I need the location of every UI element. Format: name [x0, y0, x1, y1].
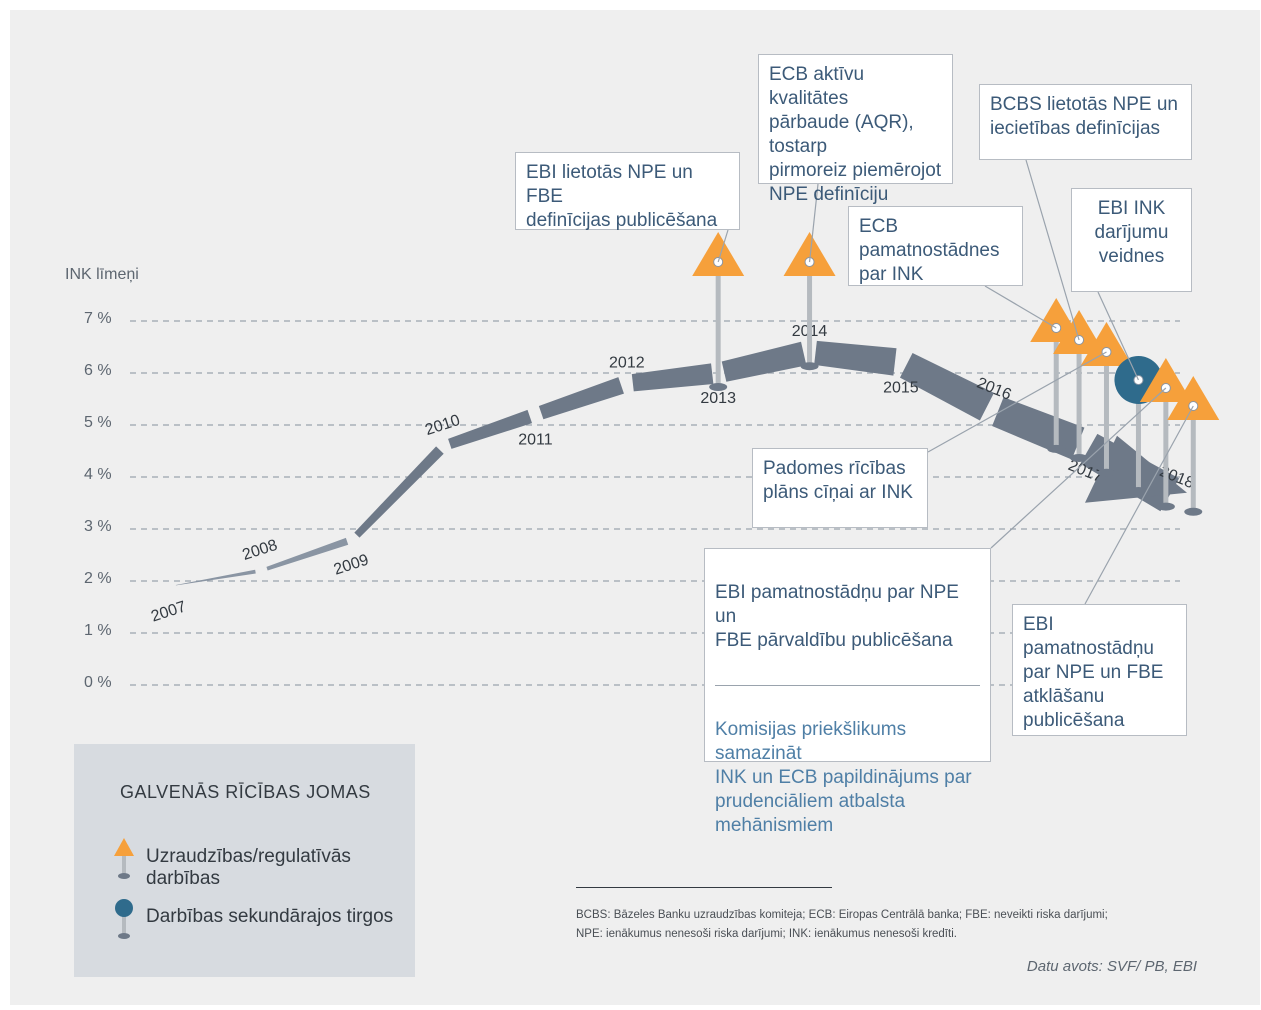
legend-label-secondary-markets: Darbības sekundārajos tirgos [146, 906, 394, 927]
callout-commission-proposal-text: Komisijas priekšlikums samazināt INK un … [715, 719, 972, 836]
callout-ebi-npl-templates: EBI INK darījumu veidnes [1071, 188, 1192, 292]
orange-triangle-pin-icon [1167, 376, 1220, 420]
callout-ebi-npe-fbe-definitions: EBI lietotās NPE un FBE definīcijas publ… [515, 152, 740, 231]
orange-triangle-pin-icon [114, 838, 134, 879]
callout-ebi-guidelines-and-commission: EBI pamatnostādņu par NPE un FBE pārvald… [704, 548, 991, 836]
ribbon-segment [538, 377, 624, 420]
ribbon-segment [899, 353, 994, 421]
blue-circle-pin-icon [115, 899, 133, 939]
legend-label-supervisory: Uzraudzības/regulatīvās darbības [146, 846, 351, 889]
pin-shadow [1047, 444, 1066, 453]
ribbon-segment [175, 569, 256, 586]
year-label: 2013 [700, 390, 736, 407]
y-tick-label: 5 % [84, 414, 112, 431]
year-label: 2015 [883, 380, 919, 397]
callout-ebi-management-guidelines-text: EBI pamatnostādņu par NPE un FBE pārvald… [715, 582, 959, 651]
callout-ebi-disclosure-guidelines: EBI pamatnostādņu par NPE un FBE atklāša… [1012, 604, 1187, 736]
year-label: 2011 [518, 432, 553, 449]
ribbon-segment [266, 537, 349, 571]
y-tick-label: 4 % [84, 466, 112, 483]
year-label: 2010 [423, 412, 462, 439]
pin-shadow [1070, 453, 1089, 462]
callout-connector [1097, 291, 1139, 381]
pin-shadow [1156, 502, 1175, 511]
callout-council-action-plan: Padomes rīcības plāns cīņai ar INK [752, 448, 928, 528]
year-label: 2008 [240, 537, 279, 564]
orange-triangle-pin-icon [1139, 358, 1192, 402]
notes-rule [576, 887, 832, 888]
ribbon-segment [448, 409, 533, 449]
callout-connector [927, 351, 1107, 453]
callout-ecb-npl-guidance: ECB pamatnostādnes par INK [848, 206, 1023, 286]
y-tick-label: 6 % [84, 362, 112, 379]
y-axis-title: INK līmeņi [65, 266, 139, 283]
ribbon-segment [721, 341, 807, 382]
orange-triangle-pin-icon [1053, 310, 1106, 354]
orange-triangle-pin-icon [692, 232, 745, 276]
year-label: 2007 [149, 598, 188, 625]
ribbon-segment [992, 397, 1085, 460]
callout-connector [984, 285, 1057, 329]
callout-bcbs-definitions: BCBS lietotās NPE un iecietības definīci… [979, 84, 1192, 160]
pin-shadow [1129, 487, 1148, 495]
pin-shadow [1184, 507, 1203, 516]
data-source: Datu avots: SVF/ PB, EBI [1026, 958, 1197, 975]
pin-shadow [800, 362, 819, 371]
callout-connector [1084, 405, 1194, 605]
abbreviations-note: BCBS: Bāzeles Banku uzraudzības komiteja… [576, 909, 1108, 940]
ribbon-segment [631, 363, 714, 392]
orange-triangle-pin-icon [1080, 322, 1133, 366]
y-tick-label: 7 % [84, 310, 112, 327]
callout-ecb-aqr: ECB aktīvu kvalitātes pārbaude (AQR), to… [758, 54, 953, 205]
y-tick-label: 0 % [84, 674, 112, 691]
legend-title: GALVENĀS RĪCĪBAS JOMAS [120, 782, 371, 802]
callout-connector [1025, 159, 1080, 341]
ribbon-segment [814, 340, 897, 376]
ribbon-segment [354, 446, 444, 538]
callout-connector [717, 229, 729, 263]
callout-separator [715, 685, 980, 686]
callout-connector [808, 183, 819, 263]
legend-box: GALVENĀS RĪCĪBAS JOMAS Uzraudzības/regul… [74, 744, 415, 977]
callout-connector [990, 387, 1167, 549]
pin-shadow [1097, 468, 1116, 477]
y-tick-label: 3 % [84, 518, 112, 535]
y-tick-label: 2 % [84, 570, 112, 587]
y-tick-label: 1 % [84, 622, 112, 639]
year-label: 2012 [609, 354, 645, 371]
pin-shadow [709, 383, 728, 391]
year-label: 2009 [332, 552, 371, 579]
orange-triangle-pin-icon [783, 232, 836, 276]
